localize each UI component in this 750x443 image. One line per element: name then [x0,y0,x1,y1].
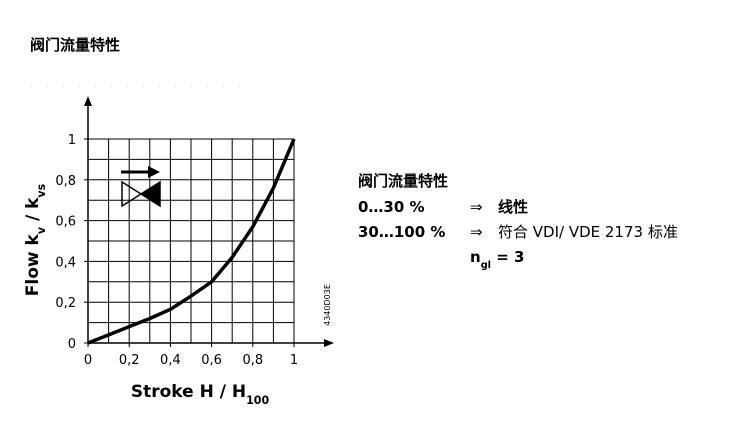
label-part: Stroke H / H [131,382,246,402]
x-tick-label: 1 [290,353,298,368]
x-tick-label: 0,2 [119,353,140,368]
label-part: n [470,248,481,266]
x-axis-arrow [324,339,334,347]
subscript: v [35,226,48,234]
y-tick-label: 0,2 [55,296,76,311]
y-axis-label: Flow kv / kvs [23,183,48,296]
x-tick-label: 0,8 [242,353,263,368]
label-part: = 3 [491,248,524,266]
page-title: 阀门流量特性 [30,36,120,54]
label-part: Flow k [23,233,43,296]
flow-arrow-head [148,166,160,178]
flow-curve [87,138,296,345]
valve-closed-half [139,180,161,208]
description: 线性 [498,198,528,216]
legend-title: 阀门流量特性 [358,172,448,190]
x-tick-label: 0,6 [201,353,222,368]
arrow: ⇒ [470,223,483,241]
y-tick-label: 0,8 [55,174,76,189]
subscript: 100 [246,394,269,407]
valve-open-half [121,180,143,208]
description: 符合 VDI/ VDE 2173 标准 [498,223,678,241]
range: 0…30 % [358,198,425,216]
y-tick-label: 0,6 [55,215,76,230]
arrow: ⇒ [470,198,483,216]
y-tick-label: 1 [68,133,76,148]
figure-code: 4340D03E [323,284,332,326]
x-tick-label: 0,4 [160,353,181,368]
y-tick-label: 0 [68,337,76,352]
subscript: gl [481,260,491,271]
y-tick-label: 0,4 [55,255,76,270]
label-part: / k [23,197,43,227]
subscript: vs [35,183,48,197]
x-axis-label: Stroke H / H100 [131,382,270,407]
y-axis-arrow [84,96,92,106]
exponent: ngl = 3 [470,248,524,271]
x-tick-label: 0 [84,353,92,368]
range: 30…100 % [358,223,445,241]
